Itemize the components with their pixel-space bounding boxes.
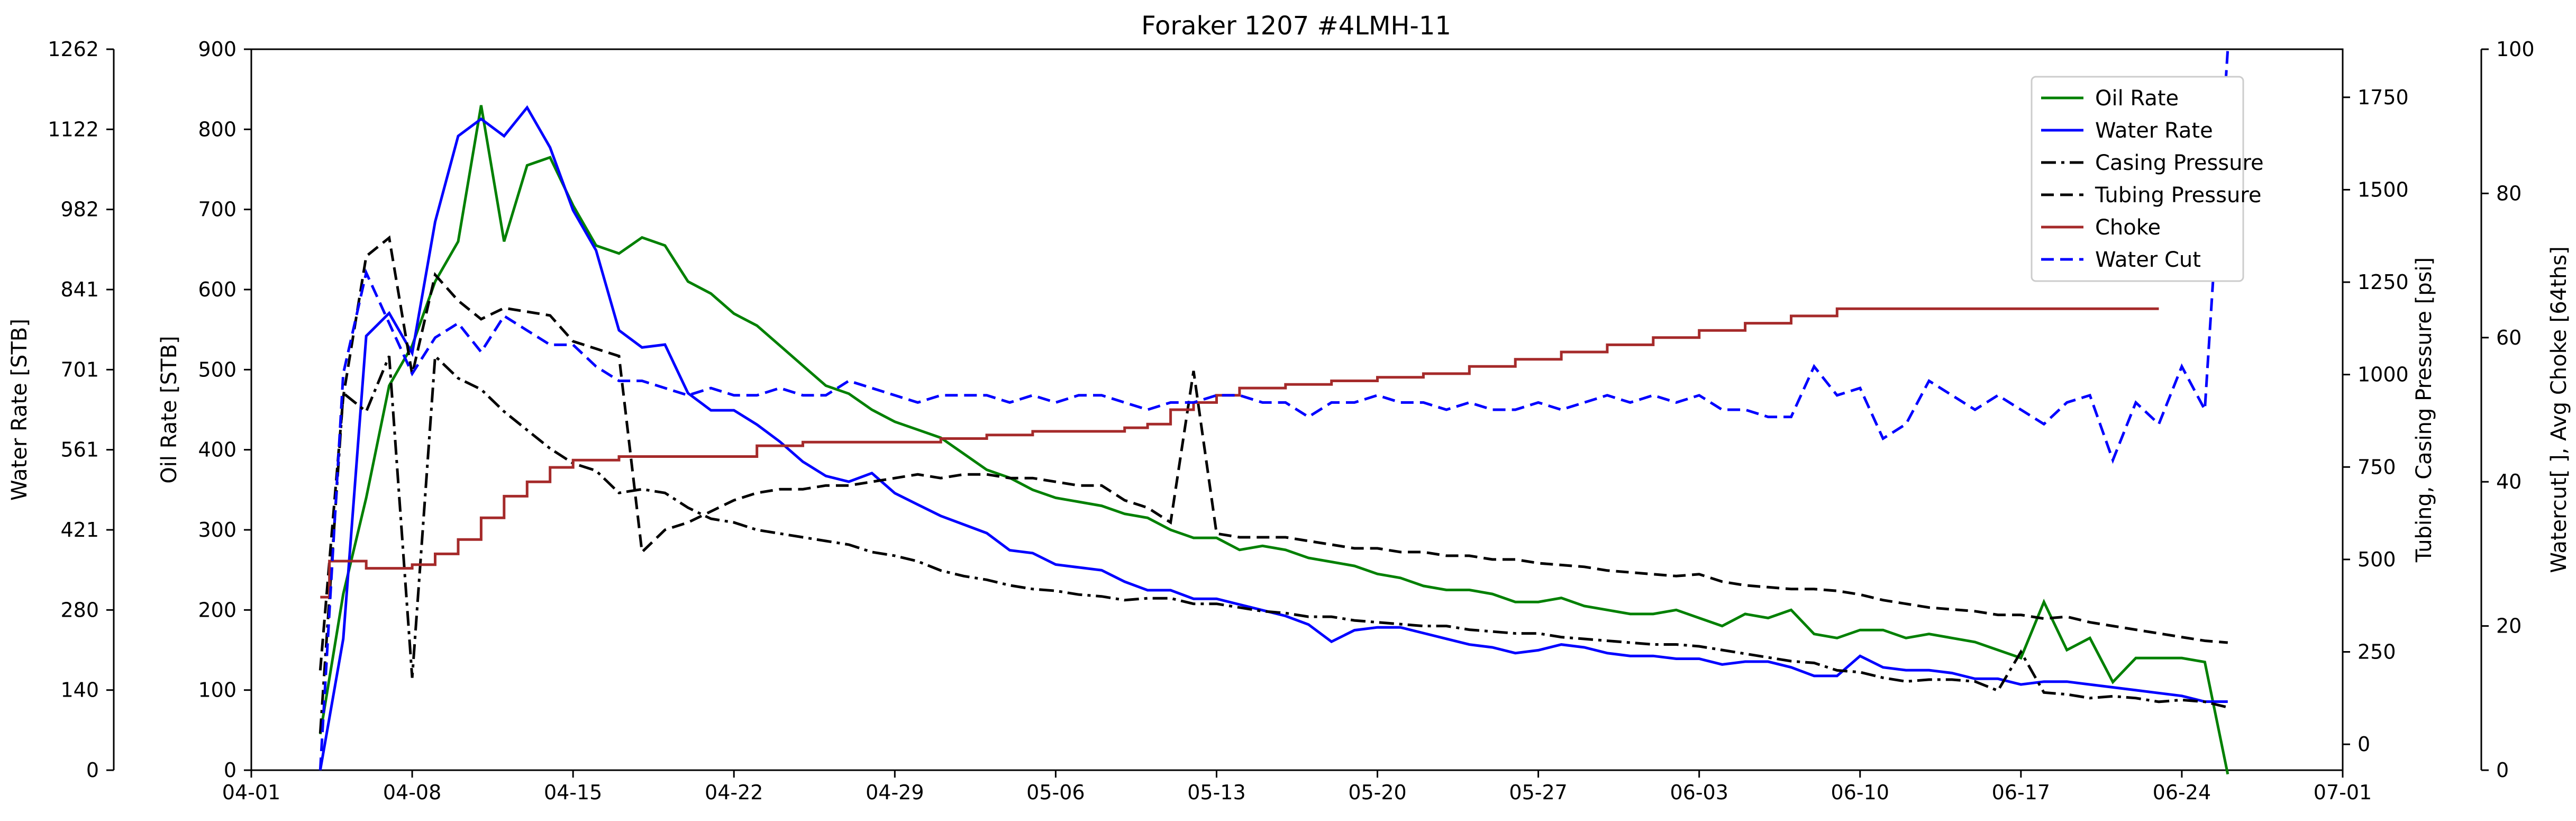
water-rate-axis: 0 140 280 421 561 701 841 982 1122 1262 Water Rate… xyxy=(7,38,115,782)
series-group xyxy=(318,49,2229,775)
pressure-tick-label: 1250 xyxy=(2357,270,2409,294)
oil-tick-label: 900 xyxy=(198,38,236,61)
water-tick-label: 1262 xyxy=(48,38,99,61)
choke-tick-label: 80 xyxy=(2496,182,2522,205)
choke-tick-label: 0 xyxy=(2496,759,2509,782)
legend-label: Water Cut xyxy=(2095,248,2201,272)
oil-axis-label: Oil Rate [STB] xyxy=(157,336,181,483)
legend-label: Choke xyxy=(2095,215,2161,240)
water-axis-label: Water Rate [STB] xyxy=(7,319,32,501)
oil-tick-label: 700 xyxy=(198,198,236,221)
chart-title: Foraker 1207 #4LMH-11 xyxy=(1141,11,1451,41)
pressure-tick-label: 1500 xyxy=(2357,178,2409,201)
x-tick-label: 04-01 xyxy=(222,781,280,804)
water-tick-label: 841 xyxy=(60,278,99,301)
water-tick-label: 701 xyxy=(60,358,99,381)
legend-label: Oil Rate xyxy=(2095,86,2179,111)
legend-box xyxy=(2031,76,2244,282)
choke-tick-label: 100 xyxy=(2496,38,2535,61)
series-tubing-pressure xyxy=(318,235,2228,671)
pressure-tick-label: 0 xyxy=(2357,733,2370,756)
x-tick-label: 05-06 xyxy=(1026,781,1085,804)
legend-label: Casing Pressure xyxy=(2095,151,2264,175)
oil-tick-label: 200 xyxy=(198,598,236,621)
legend: Oil Rate Water Rate Casing Pressure Tubing … xyxy=(2031,76,2264,282)
x-tick-label: 06-03 xyxy=(1670,781,1728,804)
water-tick-label: 421 xyxy=(60,518,99,542)
pressure-axis-label: Tubing, Casing Pressure [psi] xyxy=(2412,257,2436,563)
oil-rate-axis: 0 100 200 300 400 500 600 700 800 900 Oil Rate [ST… xyxy=(157,38,252,782)
choke-tick-label: 40 xyxy=(2496,470,2522,493)
oil-tick-label: 400 xyxy=(198,438,236,462)
x-tick-label: 04-29 xyxy=(866,781,924,804)
pressure-tick-label: 250 xyxy=(2357,640,2396,663)
watercut-choke-axis: 0 20 40 60 80 100 Watercut[ ], Avg Choke [64th… xyxy=(2480,38,2571,782)
pressure-tick-label: 750 xyxy=(2357,455,2396,479)
water-tick-label: 280 xyxy=(60,598,99,621)
x-tick-label: 05-20 xyxy=(1348,781,1406,804)
x-tick-label: 04-08 xyxy=(383,781,441,804)
series-oil-rate xyxy=(318,105,2229,775)
x-tick-label: 04-15 xyxy=(544,781,602,804)
oil-tick-label: 0 xyxy=(224,759,236,782)
x-tick-label: 07-01 xyxy=(2314,781,2372,804)
choke-tick-label: 20 xyxy=(2496,615,2522,638)
pressure-axis: 0 250 500 750 1000 1250 1500 1750 Tubing, Casing… xyxy=(2342,49,2436,770)
water-tick-label: 982 xyxy=(60,198,99,221)
x-tick-label: 04-22 xyxy=(705,781,763,804)
series-water-cut xyxy=(318,49,2229,771)
oil-tick-label: 300 xyxy=(198,518,236,542)
choke-axis-label: Watercut[ ], Avg Choke [64ths] xyxy=(2547,246,2571,573)
series-water-rate xyxy=(318,105,2228,771)
water-tick-label: 0 xyxy=(86,759,99,782)
water-tick-label: 561 xyxy=(60,438,99,462)
x-tick-label: 06-10 xyxy=(1831,781,1889,804)
x-tick-label: 05-27 xyxy=(1509,781,1567,804)
pressure-tick-label: 1750 xyxy=(2357,86,2409,109)
x-axis: 04-01 04-08 04-15 04-22 04-29 05-06 05-13 05-20… xyxy=(222,770,2372,804)
oil-tick-label: 500 xyxy=(198,358,236,381)
oil-tick-label: 800 xyxy=(198,118,236,141)
legend-label: Tubing Pressure xyxy=(2095,183,2261,207)
water-tick-label: 1122 xyxy=(48,118,99,141)
choke-tick-label: 60 xyxy=(2496,326,2522,349)
x-tick-label: 05-13 xyxy=(1187,781,1245,804)
pressure-tick-label: 500 xyxy=(2357,548,2396,571)
oil-tick-label: 100 xyxy=(198,679,236,702)
legend-label: Water Rate xyxy=(2095,119,2213,143)
oil-tick-label: 600 xyxy=(198,278,236,301)
pressure-tick-label: 1000 xyxy=(2357,363,2409,386)
series-choke xyxy=(320,307,2159,599)
x-tick-label: 06-24 xyxy=(2153,781,2211,804)
series-casing-pressure xyxy=(318,353,2228,734)
x-tick-label: 06-17 xyxy=(1992,781,2050,804)
water-tick-label: 140 xyxy=(60,679,99,702)
